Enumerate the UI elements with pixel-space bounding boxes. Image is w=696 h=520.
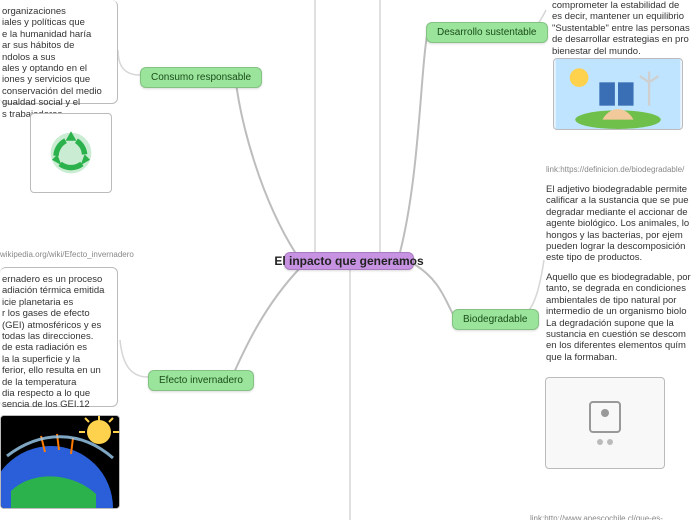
node-biodegradable[interactable]: Biodegradable (452, 309, 539, 330)
efecto-image (0, 415, 120, 509)
efecto-description-text: ernadero es un proceso adiación térmica … (2, 274, 104, 410)
biodegradable-link-label: link:https://definicion.de/biodegradable… (546, 165, 684, 174)
consumo-description: organizaciones iales y políticas que e l… (0, 0, 118, 104)
node-desarrollo-sustentable[interactable]: Desarrollo sustentable (426, 22, 548, 43)
efecto-link-label: wikipedia.org/wiki/Efecto_invernadero (0, 250, 134, 259)
desarrollo-image (553, 58, 683, 130)
camera-icon (589, 401, 621, 433)
biodegradable-description-1: El adjetivo biodegradable permite califi… (546, 184, 696, 264)
consumo-image (30, 113, 112, 193)
desarrollo-description: comprometer la estabilidad de es decir, … (552, 0, 696, 57)
desarrollo-description-text: comprometer la estabilidad de es decir, … (552, 0, 690, 57)
biodegradable-description-2-text: Aquello que es biodegradable, por tanto,… (546, 272, 691, 363)
efecto-description: ernadero es un proceso adiación térmica … (0, 267, 118, 407)
biodegradable-description-1-text: El adjetivo biodegradable permite califi… (546, 184, 689, 263)
node-consumo-responsable[interactable]: Consumo responsable (140, 67, 262, 88)
bottom-link-label: link:http://www.anescochile.cl/que-es-ef… (530, 514, 696, 520)
node-efecto-invernadero[interactable]: Efecto invernadero (148, 370, 254, 391)
greenhouse-effect-icon (1, 416, 119, 508)
mindmap-canvas: El inpacto que generamos Consumo respons… (0, 0, 696, 520)
biodegradable-description-2: Aquello que es biodegradable, por tanto,… (546, 272, 696, 363)
biodegradable-image-placeholder (545, 377, 665, 469)
consumo-description-text: organizaciones iales y políticas que e l… (2, 6, 102, 120)
recycle-icon (37, 119, 105, 187)
sustainability-icon (554, 59, 682, 129)
node-center[interactable]: El inpacto que generamos (284, 252, 414, 270)
